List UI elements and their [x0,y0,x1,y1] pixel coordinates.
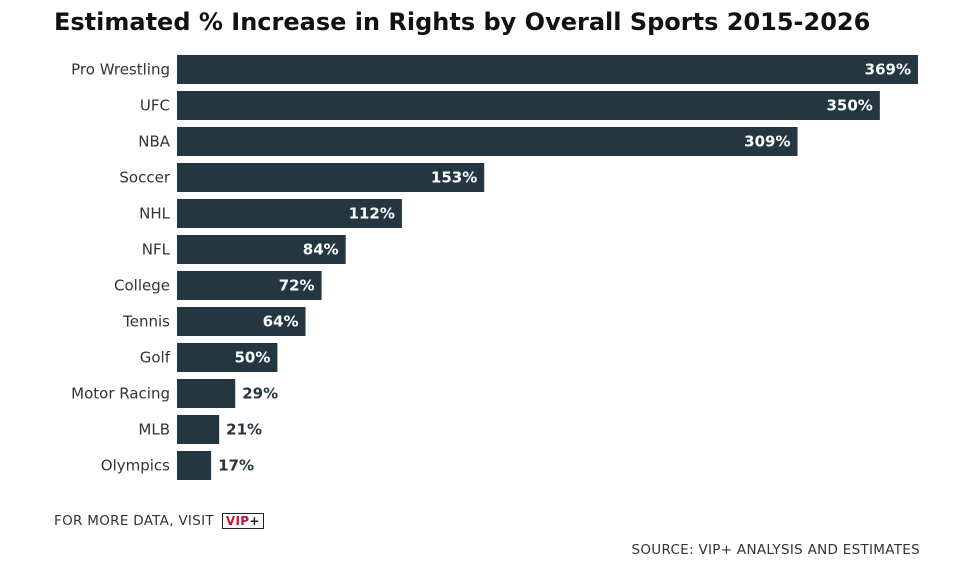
category-label-motor-racing: Motor Racing [71,385,170,403]
value-label-mlb: 21% [226,421,262,439]
bar-olympics [177,451,212,480]
bar-tennis [177,307,306,336]
category-label-mlb: MLB [138,421,170,439]
bar-nhl [177,199,402,228]
value-label-nba: 309% [744,133,790,151]
value-label-ufc: 350% [827,97,873,115]
vip-logo-plus: + [249,514,260,528]
value-label-golf: 50% [235,349,271,367]
value-label-pro-wrestling: 369% [865,61,911,79]
category-label-nhl: NHL [139,205,171,223]
bar-nfl [177,235,346,264]
chart-title: Estimated % Increase in Rights by Overal… [54,8,871,36]
vip-logo-text: VIP [225,514,250,528]
value-label-nhl: 112% [349,205,395,223]
value-label-soccer: 153% [431,169,477,187]
source-note: SOURCE: VIP+ ANALYSIS AND ESTIMATES [631,542,920,558]
bar-pro-wrestling [177,55,918,84]
bar-soccer [177,163,485,192]
category-label-olympics: Olympics [101,457,170,475]
bar-nba [177,127,798,156]
vip-plus-logo[interactable]: VIP+ [221,513,264,529]
category-label-nfl: NFL [142,241,171,259]
footer-more-data-text: FOR MORE DATA, VISIT [54,513,214,529]
bars-layer: Pro Wrestling 369% UFC 350% NBA 309% Soccer 153… [71,55,918,480]
category-label-soccer: Soccer [119,169,170,187]
category-label-nba: NBA [138,133,171,151]
category-label-golf: Golf [140,349,171,367]
bar-golf [177,343,278,372]
category-label-tennis: Tennis [122,313,170,331]
value-label-college: 72% [279,277,315,295]
bar-ufc [177,91,880,120]
value-label-nfl: 84% [303,241,339,259]
bar-mlb [177,415,220,444]
bar-college [177,271,322,300]
category-label-college: College [114,277,170,295]
bar-motor-racing [177,379,236,408]
category-label-ufc: UFC [140,97,170,115]
bar-chart: Pro Wrestling 369% UFC 350% NBA 309% Soccer 153… [71,55,918,480]
value-label-motor-racing: 29% [242,385,278,403]
category-label-pro-wrestling: Pro Wrestling [71,61,170,79]
value-label-olympics: 17% [218,457,254,475]
footer-more-data: FOR MORE DATA, VISIT VIP+ [54,513,264,529]
value-label-tennis: 64% [263,313,299,331]
